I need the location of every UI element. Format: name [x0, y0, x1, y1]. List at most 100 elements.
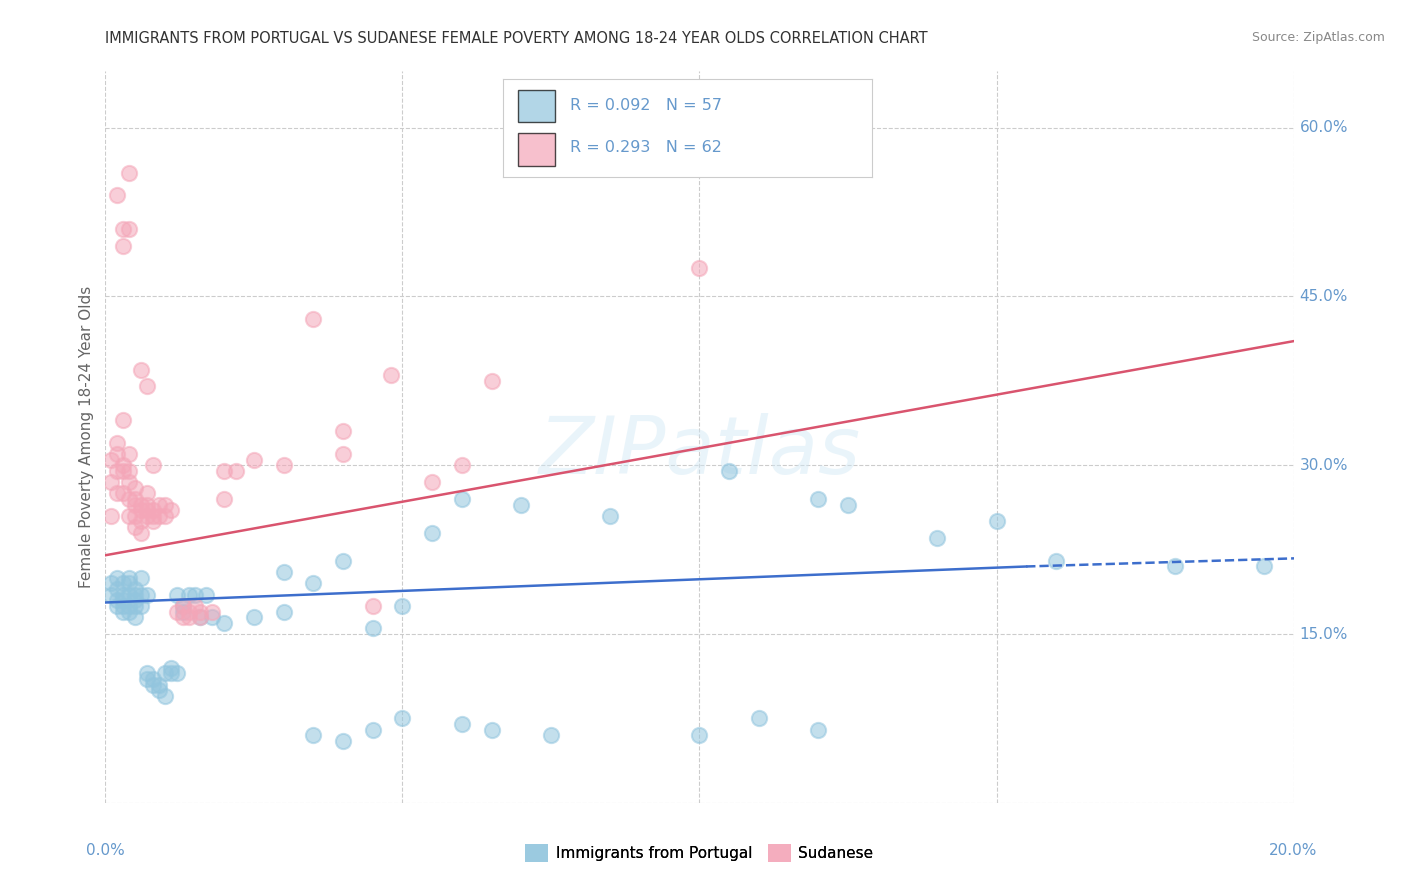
Point [142, 458, 165, 473]
Point [190, 605, 212, 619]
Point [172, 610, 194, 624]
Point [153, 498, 176, 512]
Point [100, 452, 122, 467]
Point [100, 475, 122, 489]
Point [124, 508, 146, 523]
Point [142, 678, 165, 692]
Point [124, 481, 146, 495]
Point [190, 610, 212, 624]
Point [302, 728, 325, 742]
Point [118, 605, 141, 619]
Point [540, 728, 562, 742]
Point [100, 588, 122, 602]
Point [1164, 559, 1187, 574]
Point [380, 368, 402, 383]
Point [124, 520, 146, 534]
Point [214, 491, 236, 506]
Point [148, 498, 170, 512]
Point [136, 588, 159, 602]
Point [837, 498, 859, 512]
Point [361, 723, 384, 737]
Point [1253, 559, 1275, 574]
Point [124, 582, 146, 596]
Point [124, 491, 146, 506]
Point [136, 503, 159, 517]
Text: IMMIGRANTS FROM PORTUGAL VS SUDANESE FEMALE POVERTY AMONG 18-24 YEAR OLDS CORREL: IMMIGRANTS FROM PORTUGAL VS SUDANESE FEM… [105, 31, 928, 46]
Point [450, 458, 472, 473]
Point [1045, 554, 1067, 568]
Legend: Immigrants from Portugal, Sudanese: Immigrants from Portugal, Sudanese [519, 838, 880, 868]
Point [148, 683, 170, 698]
Point [112, 605, 135, 619]
Point [129, 362, 152, 376]
Point [159, 661, 181, 675]
Point [105, 435, 128, 450]
Point [166, 666, 188, 681]
Point [142, 515, 165, 529]
Point [159, 666, 181, 681]
Point [201, 605, 224, 619]
Point [112, 599, 135, 613]
Point [172, 599, 194, 613]
Point [129, 599, 152, 613]
Point [142, 672, 165, 686]
Point [391, 711, 413, 725]
Point [118, 222, 141, 236]
Point [177, 588, 200, 602]
Point [391, 599, 413, 613]
Point [105, 593, 128, 607]
Point [332, 447, 354, 461]
Point [243, 452, 266, 467]
Point [118, 571, 141, 585]
Point [118, 491, 141, 506]
Point [142, 508, 165, 523]
Point [142, 503, 165, 517]
Point [129, 498, 152, 512]
Point [148, 678, 170, 692]
Point [105, 571, 128, 585]
Text: 20.0%: 20.0% [1270, 843, 1317, 858]
Point [332, 425, 354, 439]
Point [807, 723, 830, 737]
Point [420, 475, 443, 489]
Text: 0.0%: 0.0% [86, 843, 125, 858]
Point [129, 571, 152, 585]
Point [159, 503, 181, 517]
Point [748, 711, 770, 725]
Text: 15.0%: 15.0% [1299, 626, 1348, 641]
Point [118, 576, 141, 591]
Point [112, 464, 135, 478]
Point [481, 723, 503, 737]
Point [129, 588, 152, 602]
Point [129, 515, 152, 529]
Point [332, 734, 354, 748]
Point [136, 672, 159, 686]
Point [136, 508, 159, 523]
Point [118, 475, 141, 489]
Point [190, 610, 212, 624]
Point [112, 413, 135, 427]
Point [195, 588, 218, 602]
Point [986, 515, 1008, 529]
Point [118, 447, 141, 461]
Point [177, 605, 200, 619]
Point [129, 525, 152, 540]
Point [927, 532, 949, 546]
Point [807, 491, 830, 506]
Point [718, 464, 741, 478]
Point [118, 464, 141, 478]
Text: Source: ZipAtlas.com: Source: ZipAtlas.com [1251, 31, 1385, 45]
Point [100, 508, 122, 523]
Text: 30.0%: 30.0% [1299, 458, 1348, 473]
Point [105, 188, 128, 202]
Point [153, 508, 176, 523]
Point [118, 588, 141, 602]
Point [214, 464, 236, 478]
Point [172, 605, 194, 619]
Point [599, 508, 621, 523]
Point [153, 666, 176, 681]
Point [510, 498, 533, 512]
Point [214, 615, 236, 630]
Point [100, 576, 122, 591]
Point [689, 728, 711, 742]
